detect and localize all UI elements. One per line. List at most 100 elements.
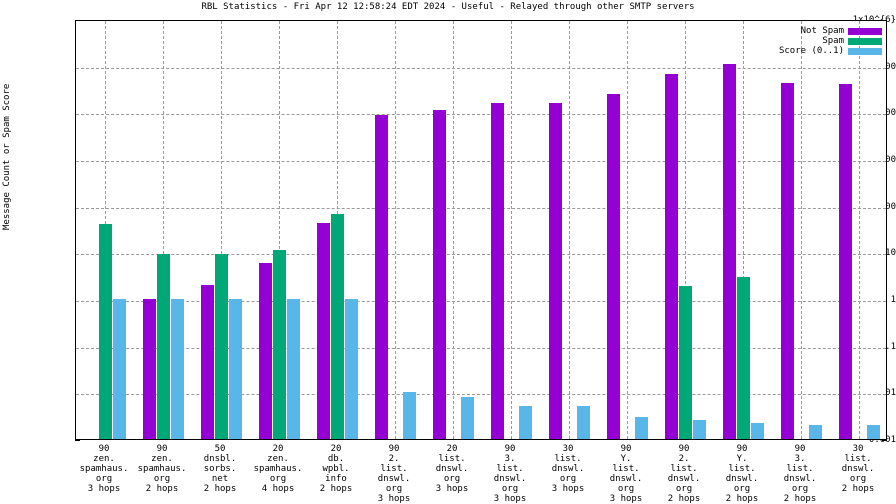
x-tick-group: 30 list. dnswl. org 2 hops — [829, 444, 887, 494]
legend-entry: Spam — [779, 36, 882, 46]
x-tick-group: 90 3. list. dnswl. org 3 hops — [481, 444, 539, 504]
x-tick-line: sorbs. — [203, 464, 237, 474]
x-tick-line: zen. — [267, 454, 289, 464]
x-tick-line: list. — [844, 454, 872, 464]
gridline — [76, 394, 886, 396]
x-tick-line: 90 — [678, 444, 690, 454]
bar — [201, 284, 214, 439]
bar — [751, 423, 764, 439]
x-tick-line: info — [325, 474, 347, 484]
x-tick-line: list. — [786, 464, 814, 474]
x-tick-group: 90 Y. list. dnswl. org 2 hops — [713, 444, 771, 504]
gridline — [76, 207, 886, 209]
vertical-gridline — [569, 21, 570, 439]
x-tick-line: 50 — [214, 444, 226, 454]
bar — [867, 424, 880, 439]
x-tick-line: list. — [438, 454, 466, 464]
y-tick-mark-right — [882, 440, 887, 441]
vertical-gridline — [221, 21, 222, 439]
bar — [665, 73, 678, 439]
bar — [403, 392, 416, 439]
x-tick-line: 3 hops — [551, 484, 585, 494]
bar — [693, 420, 706, 439]
legend-entry: Score (0..1) — [779, 46, 882, 56]
x-tick-line: 3. — [794, 454, 806, 464]
x-tick-line: 2 hops — [145, 484, 179, 494]
x-tick-group: 90 zen. spamhaus. org 2 hops — [133, 444, 191, 494]
vertical-gridline — [511, 21, 512, 439]
y-axis-label: Message Count or Spam Score — [2, 83, 12, 230]
x-tick-line: dnswl. — [667, 474, 701, 484]
x-tick-line: 2 hops — [841, 484, 875, 494]
x-tick-line: org — [385, 484, 403, 494]
bar — [171, 299, 184, 439]
x-tick-group: 90 Y. list. dnswl. org 3 hops — [597, 444, 655, 504]
plot-area — [75, 20, 887, 440]
x-tick-line: org — [675, 484, 693, 494]
bar — [331, 214, 344, 439]
vertical-gridline — [453, 21, 454, 439]
x-tick-line: dnswl. — [609, 474, 643, 484]
bar — [433, 110, 446, 439]
bar — [519, 406, 532, 439]
bar — [549, 102, 562, 439]
x-tick-line: 2 hops — [783, 494, 817, 504]
gridline — [76, 347, 886, 349]
x-tick-group: 90 zen. spamhaus. org 3 hops — [75, 444, 133, 494]
x-tick-line: org — [733, 484, 751, 494]
x-tick-line: 90 — [794, 444, 806, 454]
bar — [723, 63, 736, 439]
x-tick-line: Y. — [620, 454, 632, 464]
vertical-gridline — [801, 21, 802, 439]
x-tick-line: 30 — [562, 444, 574, 454]
x-tick-line: dnswl. — [725, 474, 759, 484]
x-tick-group: 30 list. dnswl. org 3 hops — [539, 444, 597, 494]
x-tick-group: 90 2. list. dnswl. org 2 hops — [655, 444, 713, 504]
vertical-gridline — [743, 21, 744, 439]
x-tick-line: 90 — [736, 444, 748, 454]
x-tick-line: 3 hops — [87, 484, 121, 494]
x-tick-line: org — [791, 484, 809, 494]
x-tick-line: 90 — [504, 444, 516, 454]
x-tick-line: 3 hops — [609, 494, 643, 504]
bar — [607, 93, 620, 439]
x-tick-group: 20 zen. spamhaus. org 4 hops — [249, 444, 307, 494]
legend-label: Spam — [822, 36, 844, 46]
x-tick-line: zen. — [151, 454, 173, 464]
x-tick-line: 2 hops — [725, 494, 759, 504]
bar — [839, 83, 852, 439]
x-tick-line: 90 — [156, 444, 168, 454]
x-tick-line: 4 hops — [261, 484, 295, 494]
bar — [635, 416, 648, 439]
x-tick-line: org — [269, 474, 287, 484]
x-tick-line: list. — [612, 464, 640, 474]
legend-swatch — [848, 27, 882, 35]
x-tick-line: org — [95, 474, 113, 484]
vertical-gridline — [395, 21, 396, 439]
bar — [781, 83, 794, 439]
x-tick-line: org — [617, 484, 635, 494]
bar — [229, 299, 242, 439]
vertical-gridline — [859, 21, 860, 439]
x-tick-line: spamhaus. — [253, 464, 303, 474]
vertical-gridline — [627, 21, 628, 439]
bar — [577, 406, 590, 439]
x-tick-line: dnswl. — [493, 474, 527, 484]
bar — [461, 396, 474, 439]
x-tick-line: db. — [327, 454, 345, 464]
x-tick-line: org — [443, 474, 461, 484]
bar — [259, 262, 272, 439]
y-tick-label: 10 — [885, 248, 896, 259]
chart-title: RBL Statistics - Fri Apr 12 12:58:24 EDT… — [201, 2, 695, 12]
chart-legend: Not Spam Spam Score (0..1) — [779, 26, 882, 56]
bar — [491, 102, 504, 439]
x-tick-line: dnswl. — [435, 464, 469, 474]
gridline — [76, 301, 886, 302]
x-tick-line: 2 hops — [319, 484, 353, 494]
x-tick-line: 3 hops — [435, 484, 469, 494]
legend-label: Score (0..1) — [778, 46, 844, 56]
bar — [273, 250, 286, 439]
x-tick-line: 3. — [504, 454, 516, 464]
y-tick-label: 1 — [890, 295, 896, 305]
